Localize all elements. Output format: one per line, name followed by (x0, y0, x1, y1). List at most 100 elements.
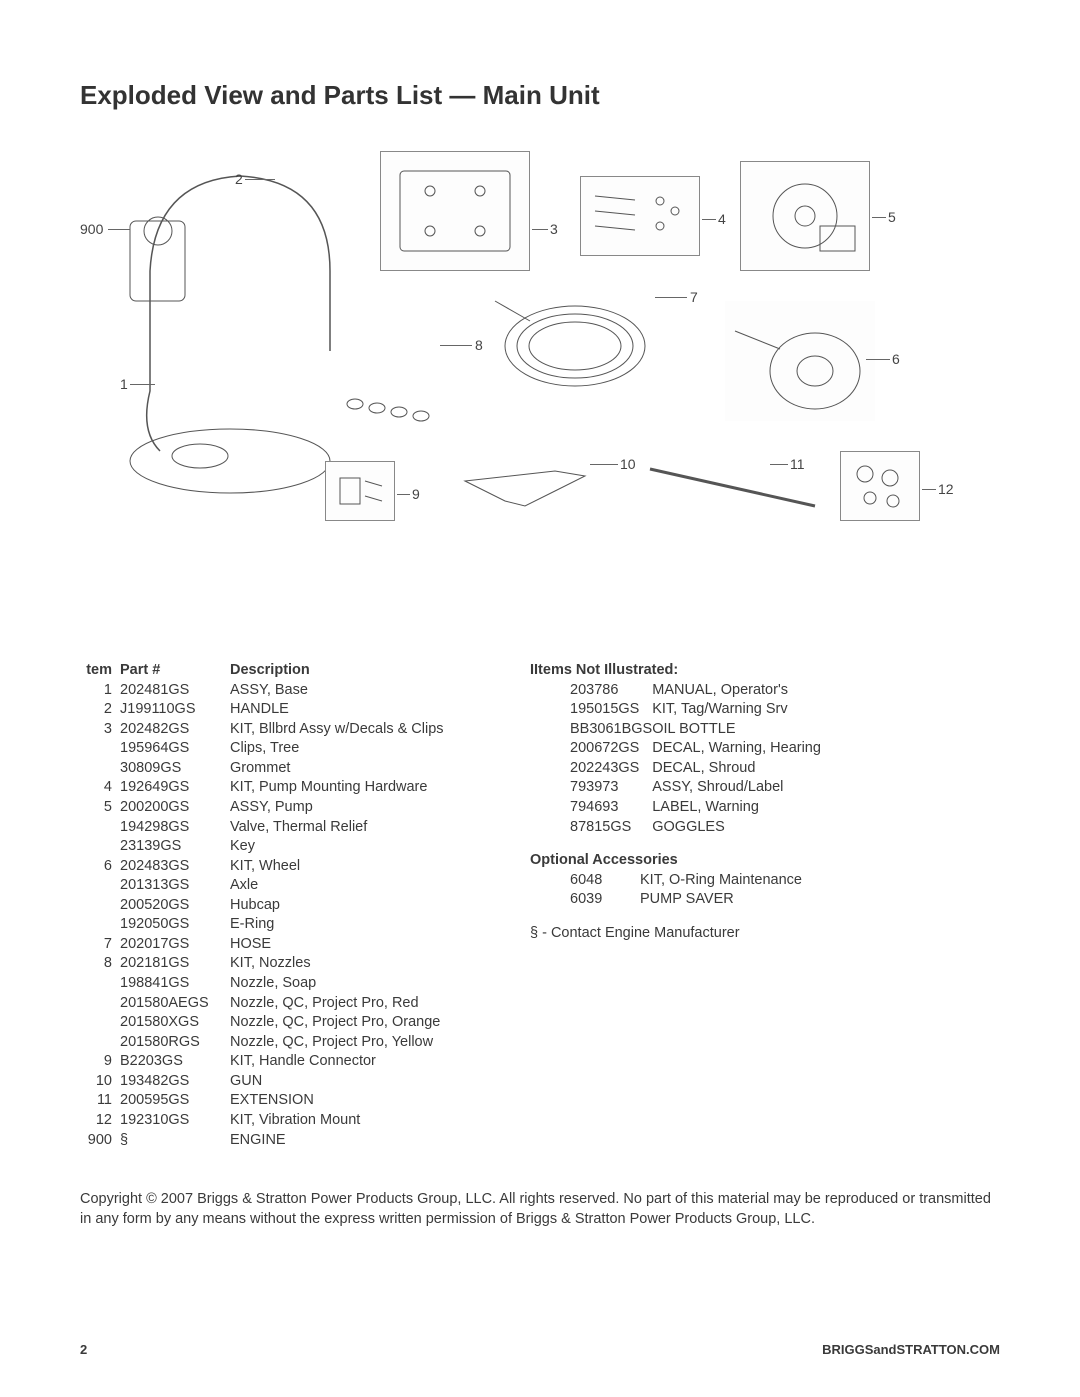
cell-item (80, 739, 120, 759)
cell-desc: DECAL, Warning, Hearing (652, 739, 821, 759)
not-illustrated-header: IItems Not Illustrated: (530, 661, 960, 681)
cell-desc: MANUAL, Operator's (652, 681, 821, 701)
cell-part: 192050GS (120, 915, 230, 935)
table-row: 195015GSKIT, Tag/Warning Srv (530, 700, 821, 720)
cell-item (80, 1033, 120, 1053)
cell-part: 195015GS (530, 700, 652, 720)
cell-part: 200672GS (530, 739, 652, 759)
cell-desc: Clips, Tree (230, 739, 444, 759)
table-row: 793973ASSY, Shroud/Label (530, 778, 821, 798)
callout-5: 5 (888, 209, 896, 225)
table-row: 6039PUMP SAVER (530, 890, 802, 910)
callout-9: 9 (412, 486, 420, 502)
cell-desc: ASSY, Pump (230, 798, 444, 818)
cell-part: 202181GS (120, 954, 230, 974)
table-row: 4192649GSKIT, Pump Mounting Hardware (80, 778, 444, 798)
cell-part: 200200GS (120, 798, 230, 818)
cell-item (80, 759, 120, 779)
cell-desc: Valve, Thermal Relief (230, 818, 444, 838)
callout-line (872, 217, 886, 218)
cell-part: 202481GS (120, 681, 230, 701)
cell-desc: OIL BOTTLE (652, 720, 821, 740)
callout-line (770, 464, 788, 465)
cell-part: 200595GS (120, 1091, 230, 1111)
cell-item (80, 896, 120, 916)
table-row: 198841GSNozzle, Soap (80, 974, 444, 994)
cell-item: 9 (80, 1052, 120, 1072)
cell-item (80, 818, 120, 838)
cell-part: 30809GS (120, 759, 230, 779)
cell-part: 195964GS (120, 739, 230, 759)
callout-4: 4 (718, 211, 726, 227)
cell-desc: ASSY, Base (230, 681, 444, 701)
table-row: 192050GSE-Ring (80, 915, 444, 935)
cell-desc: Nozzle, QC, Project Pro, Red (230, 994, 444, 1014)
callout-line (702, 219, 716, 220)
cell-part: J199110GS (120, 700, 230, 720)
callout-line (130, 384, 155, 385)
cell-desc: KIT, Pump Mounting Hardware (230, 778, 444, 798)
parts-columns: tem Part # Description 1202481GSASSY, Ba… (80, 661, 1000, 1150)
cell-part: 23139GS (120, 837, 230, 857)
cell-desc: KIT, Handle Connector (230, 1052, 444, 1072)
cell-part: § (120, 1131, 230, 1151)
cell-desc: GUN (230, 1072, 444, 1092)
diagram-billboard (380, 151, 530, 271)
cell-item: 3 (80, 720, 120, 740)
cell-desc: KIT, Bllbrd Assy w/Decals & Clips (230, 720, 444, 740)
table-row: 5200200GSASSY, Pump (80, 798, 444, 818)
table-row: 195964GSClips, Tree (80, 739, 444, 759)
cell-part: 201580AEGS (120, 994, 230, 1014)
cell-desc: LABEL, Warning (652, 798, 821, 818)
cell-part: 87815GS (530, 818, 652, 838)
table-row: 194298GSValve, Thermal Relief (80, 818, 444, 838)
cell-desc: Axle (230, 876, 444, 896)
table-row: 8202181GSKIT, Nozzles (80, 954, 444, 974)
callout-7: 7 (690, 289, 698, 305)
footer-url: BRIGGSandSTRATTON.COM (822, 1342, 1000, 1357)
diagram-handle-connector (325, 461, 395, 521)
callout-line (922, 489, 936, 490)
diagram-hose (475, 276, 675, 406)
cell-desc: GOGGLES (652, 818, 821, 838)
table-row: 201313GSAxle (80, 876, 444, 896)
cell-item: 8 (80, 954, 120, 974)
table-row: 201580XGSNozzle, QC, Project Pro, Orange (80, 1013, 444, 1033)
callout-line (655, 297, 687, 298)
cell-desc: EXTENSION (230, 1091, 444, 1111)
callout-2: 2 (235, 171, 243, 187)
callout-6: 6 (892, 351, 900, 367)
cell-item: 11 (80, 1091, 120, 1111)
not-illustrated-column: IItems Not Illustrated: 203786MANUAL, Op… (530, 661, 960, 1150)
callout-line (245, 179, 275, 180)
exploded-diagram: 900 2 1 3 4 5 7 6 8 (80, 141, 1000, 591)
diagram-vib-mount (840, 451, 920, 521)
table-row: 6048KIT, O-Ring Maintenance (530, 871, 802, 891)
diagram-nozzles (335, 376, 455, 436)
table-row: 201580RGSNozzle, QC, Project Pro, Yellow (80, 1033, 444, 1053)
cell-part: 202243GS (530, 759, 652, 779)
cell-desc: KIT, Tag/Warning Srv (652, 700, 821, 720)
diagram-wheel (725, 301, 875, 421)
cell-desc: HOSE (230, 935, 444, 955)
not-illustrated-table: 203786MANUAL, Operator's195015GSKIT, Tag… (530, 681, 821, 838)
callout-900: 900 (80, 221, 103, 237)
cell-part: B2203GS (120, 1052, 230, 1072)
cell-part: 200520GS (120, 896, 230, 916)
callout-line (866, 359, 890, 360)
cell-desc: KIT, Wheel (230, 857, 444, 877)
table-row: 3202482GSKIT, Bllbrd Assy w/Decals & Cli… (80, 720, 444, 740)
table-row: 10193482GSGUN (80, 1072, 444, 1092)
table-row: 2J199110GSHANDLE (80, 700, 444, 720)
callout-line (397, 494, 410, 495)
engine-note: § - Contact Engine Manufacturer (530, 924, 960, 944)
callout-3: 3 (550, 221, 558, 237)
footer-page-number: 2 (80, 1342, 87, 1357)
callout-line (108, 229, 130, 230)
cell-desc: Key (230, 837, 444, 857)
cell-item: 1 (80, 681, 120, 701)
cell-item (80, 974, 120, 994)
table-row: 200672GSDECAL, Warning, Hearing (530, 739, 821, 759)
cell-item: 7 (80, 935, 120, 955)
diagram-pump (740, 161, 870, 271)
